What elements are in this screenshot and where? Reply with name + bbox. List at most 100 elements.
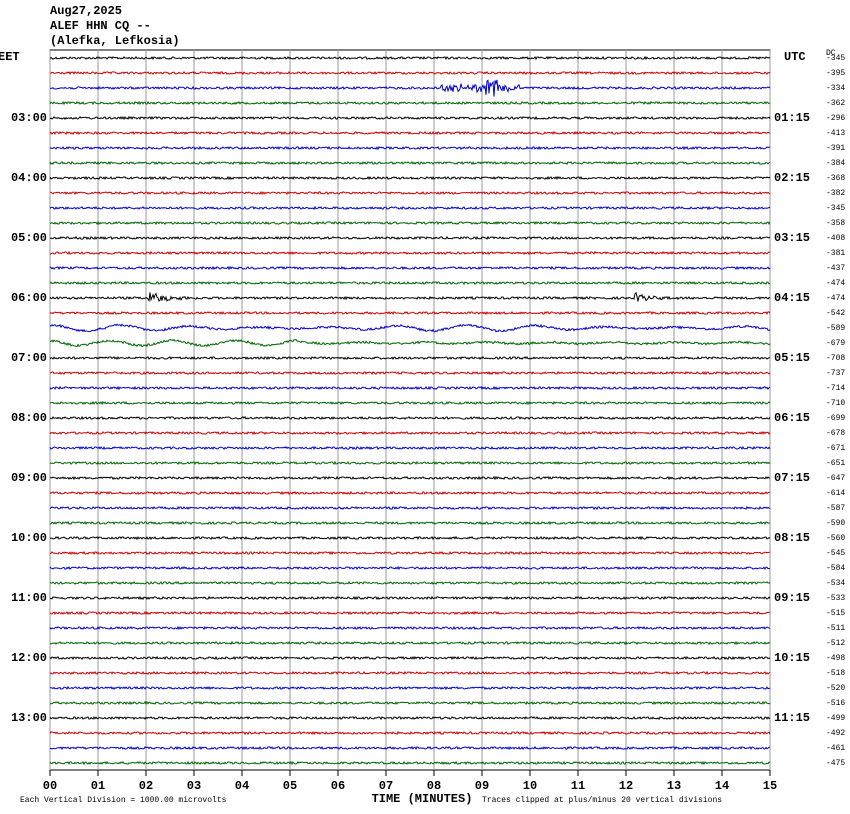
dc-value: -345 — [826, 54, 845, 63]
trace — [49, 715, 771, 721]
dc-value: -516 — [826, 699, 845, 708]
trace — [49, 235, 771, 241]
trace — [49, 640, 771, 646]
trace — [49, 490, 771, 496]
left-time-label: 09:00 — [11, 471, 47, 485]
dc-value: -614 — [826, 489, 845, 498]
trace — [49, 370, 771, 376]
trace — [49, 550, 771, 556]
x-tick-label: 04 — [235, 779, 249, 793]
left-time-label: 12:00 — [11, 651, 47, 665]
trace — [49, 250, 771, 256]
dc-value: -382 — [826, 189, 845, 198]
trace — [49, 700, 771, 706]
trace — [49, 310, 771, 316]
x-tick-label: 02 — [139, 779, 153, 793]
x-tick-label: 09 — [475, 779, 489, 793]
dc-value: -590 — [826, 519, 845, 528]
trace — [49, 385, 771, 391]
x-tick-label: 08 — [427, 779, 441, 793]
right-time-label: 09:15 — [774, 591, 810, 605]
trace — [50, 190, 771, 196]
x-tick-label: 10 — [523, 779, 537, 793]
x-tick-label: 07 — [379, 779, 393, 793]
dc-value: -542 — [826, 309, 845, 318]
dc-value: -534 — [826, 579, 845, 588]
dc-value: -391 — [826, 144, 845, 153]
right-time-label: 05:15 — [774, 351, 810, 365]
left-time-label: 11:00 — [11, 591, 47, 605]
title-line: ALEF HHN CQ -- — [50, 19, 151, 33]
dc-value: -512 — [826, 639, 845, 648]
trace — [49, 338, 771, 348]
x-tick-label: 11 — [571, 779, 585, 793]
trace — [49, 115, 771, 121]
trace — [49, 415, 771, 421]
dc-value: -584 — [826, 564, 845, 573]
trace — [49, 55, 771, 61]
trace — [49, 580, 771, 586]
trace — [49, 291, 771, 303]
trace — [49, 145, 771, 151]
trace — [49, 685, 771, 691]
x-tick-label: 00 — [43, 779, 57, 793]
dc-value: -545 — [826, 549, 845, 558]
dc-value: -511 — [826, 624, 845, 633]
trace — [49, 265, 771, 271]
trace — [49, 565, 771, 571]
trace — [49, 475, 771, 481]
trace — [49, 535, 771, 541]
dc-value: -651 — [826, 459, 845, 468]
trace — [49, 323, 771, 333]
dc-value: -345 — [826, 204, 845, 213]
trace — [49, 460, 771, 466]
dc-value: -737 — [826, 369, 845, 378]
dc-value: -678 — [826, 429, 845, 438]
trace — [49, 445, 771, 451]
dc-value: -560 — [826, 534, 845, 543]
x-tick-label: 06 — [331, 779, 345, 793]
dc-value: -474 — [826, 294, 845, 303]
right-time-label: 02:15 — [774, 171, 810, 185]
x-tick-label: 15 — [763, 779, 777, 793]
dc-value: -408 — [826, 234, 845, 243]
trace — [49, 130, 771, 136]
dc-value: -587 — [826, 504, 845, 513]
dc-value: -492 — [826, 729, 845, 738]
trace — [49, 400, 771, 406]
trace — [49, 655, 771, 661]
right-time-label: 07:15 — [774, 471, 810, 485]
left-time-label: 13:00 — [11, 711, 47, 725]
x-tick-label: 14 — [715, 779, 729, 793]
footer-left: Each Vertical Division = 1000.00 microvo… — [20, 796, 227, 805]
x-tick-label: 03 — [187, 779, 201, 793]
right-time-label: 01:15 — [774, 111, 810, 125]
left-time-label: 05:00 — [11, 231, 47, 245]
dc-value: -515 — [826, 609, 845, 618]
trace — [49, 610, 771, 616]
footer-right: Traces clipped at plus/minus 20 vertical… — [482, 796, 722, 805]
dc-label: DC — [826, 49, 836, 58]
trace — [49, 505, 771, 511]
trace — [49, 220, 771, 226]
dc-value: -475 — [826, 759, 845, 768]
dc-value: -518 — [826, 669, 845, 678]
dc-value: -647 — [826, 474, 845, 483]
title-line: Aug27,2025 — [50, 4, 122, 18]
dc-value: -395 — [826, 69, 845, 78]
right-time-label: 11:15 — [774, 711, 810, 725]
dc-value: -520 — [826, 684, 845, 693]
dc-value: -679 — [826, 339, 845, 348]
left-time-label: 03:00 — [11, 111, 47, 125]
dc-value: -296 — [826, 114, 845, 123]
dc-value: -368 — [826, 174, 845, 183]
x-tick-label: 13 — [667, 779, 681, 793]
x-tick-label: 01 — [91, 779, 105, 793]
dc-value: -384 — [826, 159, 845, 168]
trace — [49, 595, 771, 601]
trace — [49, 160, 771, 166]
dc-value: -498 — [826, 654, 845, 663]
dc-value: -589 — [826, 324, 845, 333]
left-axis-label: EET — [0, 50, 20, 64]
